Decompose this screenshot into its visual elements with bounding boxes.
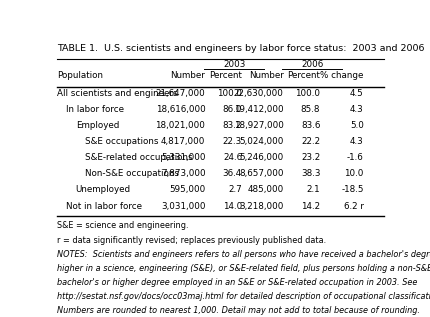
- Text: http://sestat.nsf.gov/docs/occ03maj.html for detailed description of occupationa: http://sestat.nsf.gov/docs/occ03maj.html…: [57, 292, 430, 301]
- Text: 86.0: 86.0: [223, 105, 242, 114]
- Text: 22.2: 22.2: [301, 137, 320, 146]
- Text: 22,630,000: 22,630,000: [234, 89, 284, 98]
- Text: 2006: 2006: [302, 61, 324, 69]
- Text: Population: Population: [57, 70, 103, 80]
- Text: 595,000: 595,000: [169, 185, 206, 194]
- Text: S&E occupations: S&E occupations: [85, 137, 159, 146]
- Text: Number: Number: [249, 70, 284, 80]
- Text: Employed: Employed: [76, 121, 119, 130]
- Text: S&E = science and engineering.: S&E = science and engineering.: [57, 221, 189, 230]
- Text: Unemployed: Unemployed: [76, 185, 131, 194]
- Text: 5,024,000: 5,024,000: [240, 137, 284, 146]
- Text: 4.3: 4.3: [350, 105, 364, 114]
- Text: -1.6: -1.6: [347, 153, 364, 162]
- Text: 83.6: 83.6: [301, 121, 320, 130]
- Text: Non-S&E occupations: Non-S&E occupations: [85, 169, 179, 178]
- Text: 83.2: 83.2: [223, 121, 242, 130]
- Text: 18,927,000: 18,927,000: [234, 121, 284, 130]
- Text: 14.2: 14.2: [301, 202, 320, 210]
- Text: Percent: Percent: [288, 70, 320, 80]
- Text: 19,412,000: 19,412,000: [234, 105, 284, 114]
- Text: 4.3: 4.3: [350, 137, 364, 146]
- Text: 36.4: 36.4: [223, 169, 242, 178]
- Text: % change: % change: [320, 70, 364, 80]
- Text: 18,616,000: 18,616,000: [156, 105, 206, 114]
- Text: 10.0: 10.0: [344, 169, 364, 178]
- Text: NOTES:  Scientists and engineers refers to all persons who have received a bache: NOTES: Scientists and engineers refers t…: [57, 250, 430, 259]
- Text: Number: Number: [171, 70, 206, 80]
- Text: 3,031,000: 3,031,000: [161, 202, 206, 210]
- Text: 4,817,000: 4,817,000: [161, 137, 206, 146]
- Text: higher in a science, engineering (S&E), or S&E-related field, plus persons holdi: higher in a science, engineering (S&E), …: [57, 264, 430, 273]
- Text: 100.0: 100.0: [217, 89, 242, 98]
- Text: S&E-related occupations: S&E-related occupations: [85, 153, 193, 162]
- Text: 3,218,000: 3,218,000: [240, 202, 284, 210]
- Text: TABLE 1.  U.S. scientists and engineers by labor force status:  2003 and 2006: TABLE 1. U.S. scientists and engineers b…: [57, 44, 424, 53]
- Text: Numbers are rounded to nearest 1,000. Detail may not add to total because of rou: Numbers are rounded to nearest 1,000. De…: [57, 306, 420, 315]
- Text: 6.2 r: 6.2 r: [344, 202, 364, 210]
- Text: bachelor's or higher degree employed in an S&E or S&E-related occupation in 2003: bachelor's or higher degree employed in …: [57, 278, 418, 287]
- Text: 2003: 2003: [223, 61, 246, 69]
- Text: 5,246,000: 5,246,000: [240, 153, 284, 162]
- Text: 18,021,000: 18,021,000: [156, 121, 206, 130]
- Text: 22.3: 22.3: [223, 137, 242, 146]
- Text: -18.5: -18.5: [341, 185, 364, 194]
- Text: 2.1: 2.1: [307, 185, 320, 194]
- Text: 4.5: 4.5: [350, 89, 364, 98]
- Text: 7,873,000: 7,873,000: [161, 169, 206, 178]
- Text: 5,331,000: 5,331,000: [161, 153, 206, 162]
- Text: 2.7: 2.7: [228, 185, 242, 194]
- Text: 85.8: 85.8: [301, 105, 320, 114]
- Text: r = data significantly revised; replaces previously published data.: r = data significantly revised; replaces…: [57, 236, 326, 244]
- Text: 8,657,000: 8,657,000: [239, 169, 284, 178]
- Text: 14.0: 14.0: [223, 202, 242, 210]
- Text: 38.3: 38.3: [301, 169, 320, 178]
- Text: All scientists and engineers: All scientists and engineers: [57, 89, 178, 98]
- Text: Not in labor force: Not in labor force: [66, 202, 142, 210]
- Text: In labor force: In labor force: [66, 105, 124, 114]
- Text: 23.2: 23.2: [301, 153, 320, 162]
- Text: 5.0: 5.0: [350, 121, 364, 130]
- Text: 485,000: 485,000: [247, 185, 284, 194]
- Text: 21,647,000: 21,647,000: [156, 89, 206, 98]
- Text: Percent: Percent: [209, 70, 242, 80]
- Text: 24.6: 24.6: [223, 153, 242, 162]
- Text: 100.0: 100.0: [295, 89, 320, 98]
